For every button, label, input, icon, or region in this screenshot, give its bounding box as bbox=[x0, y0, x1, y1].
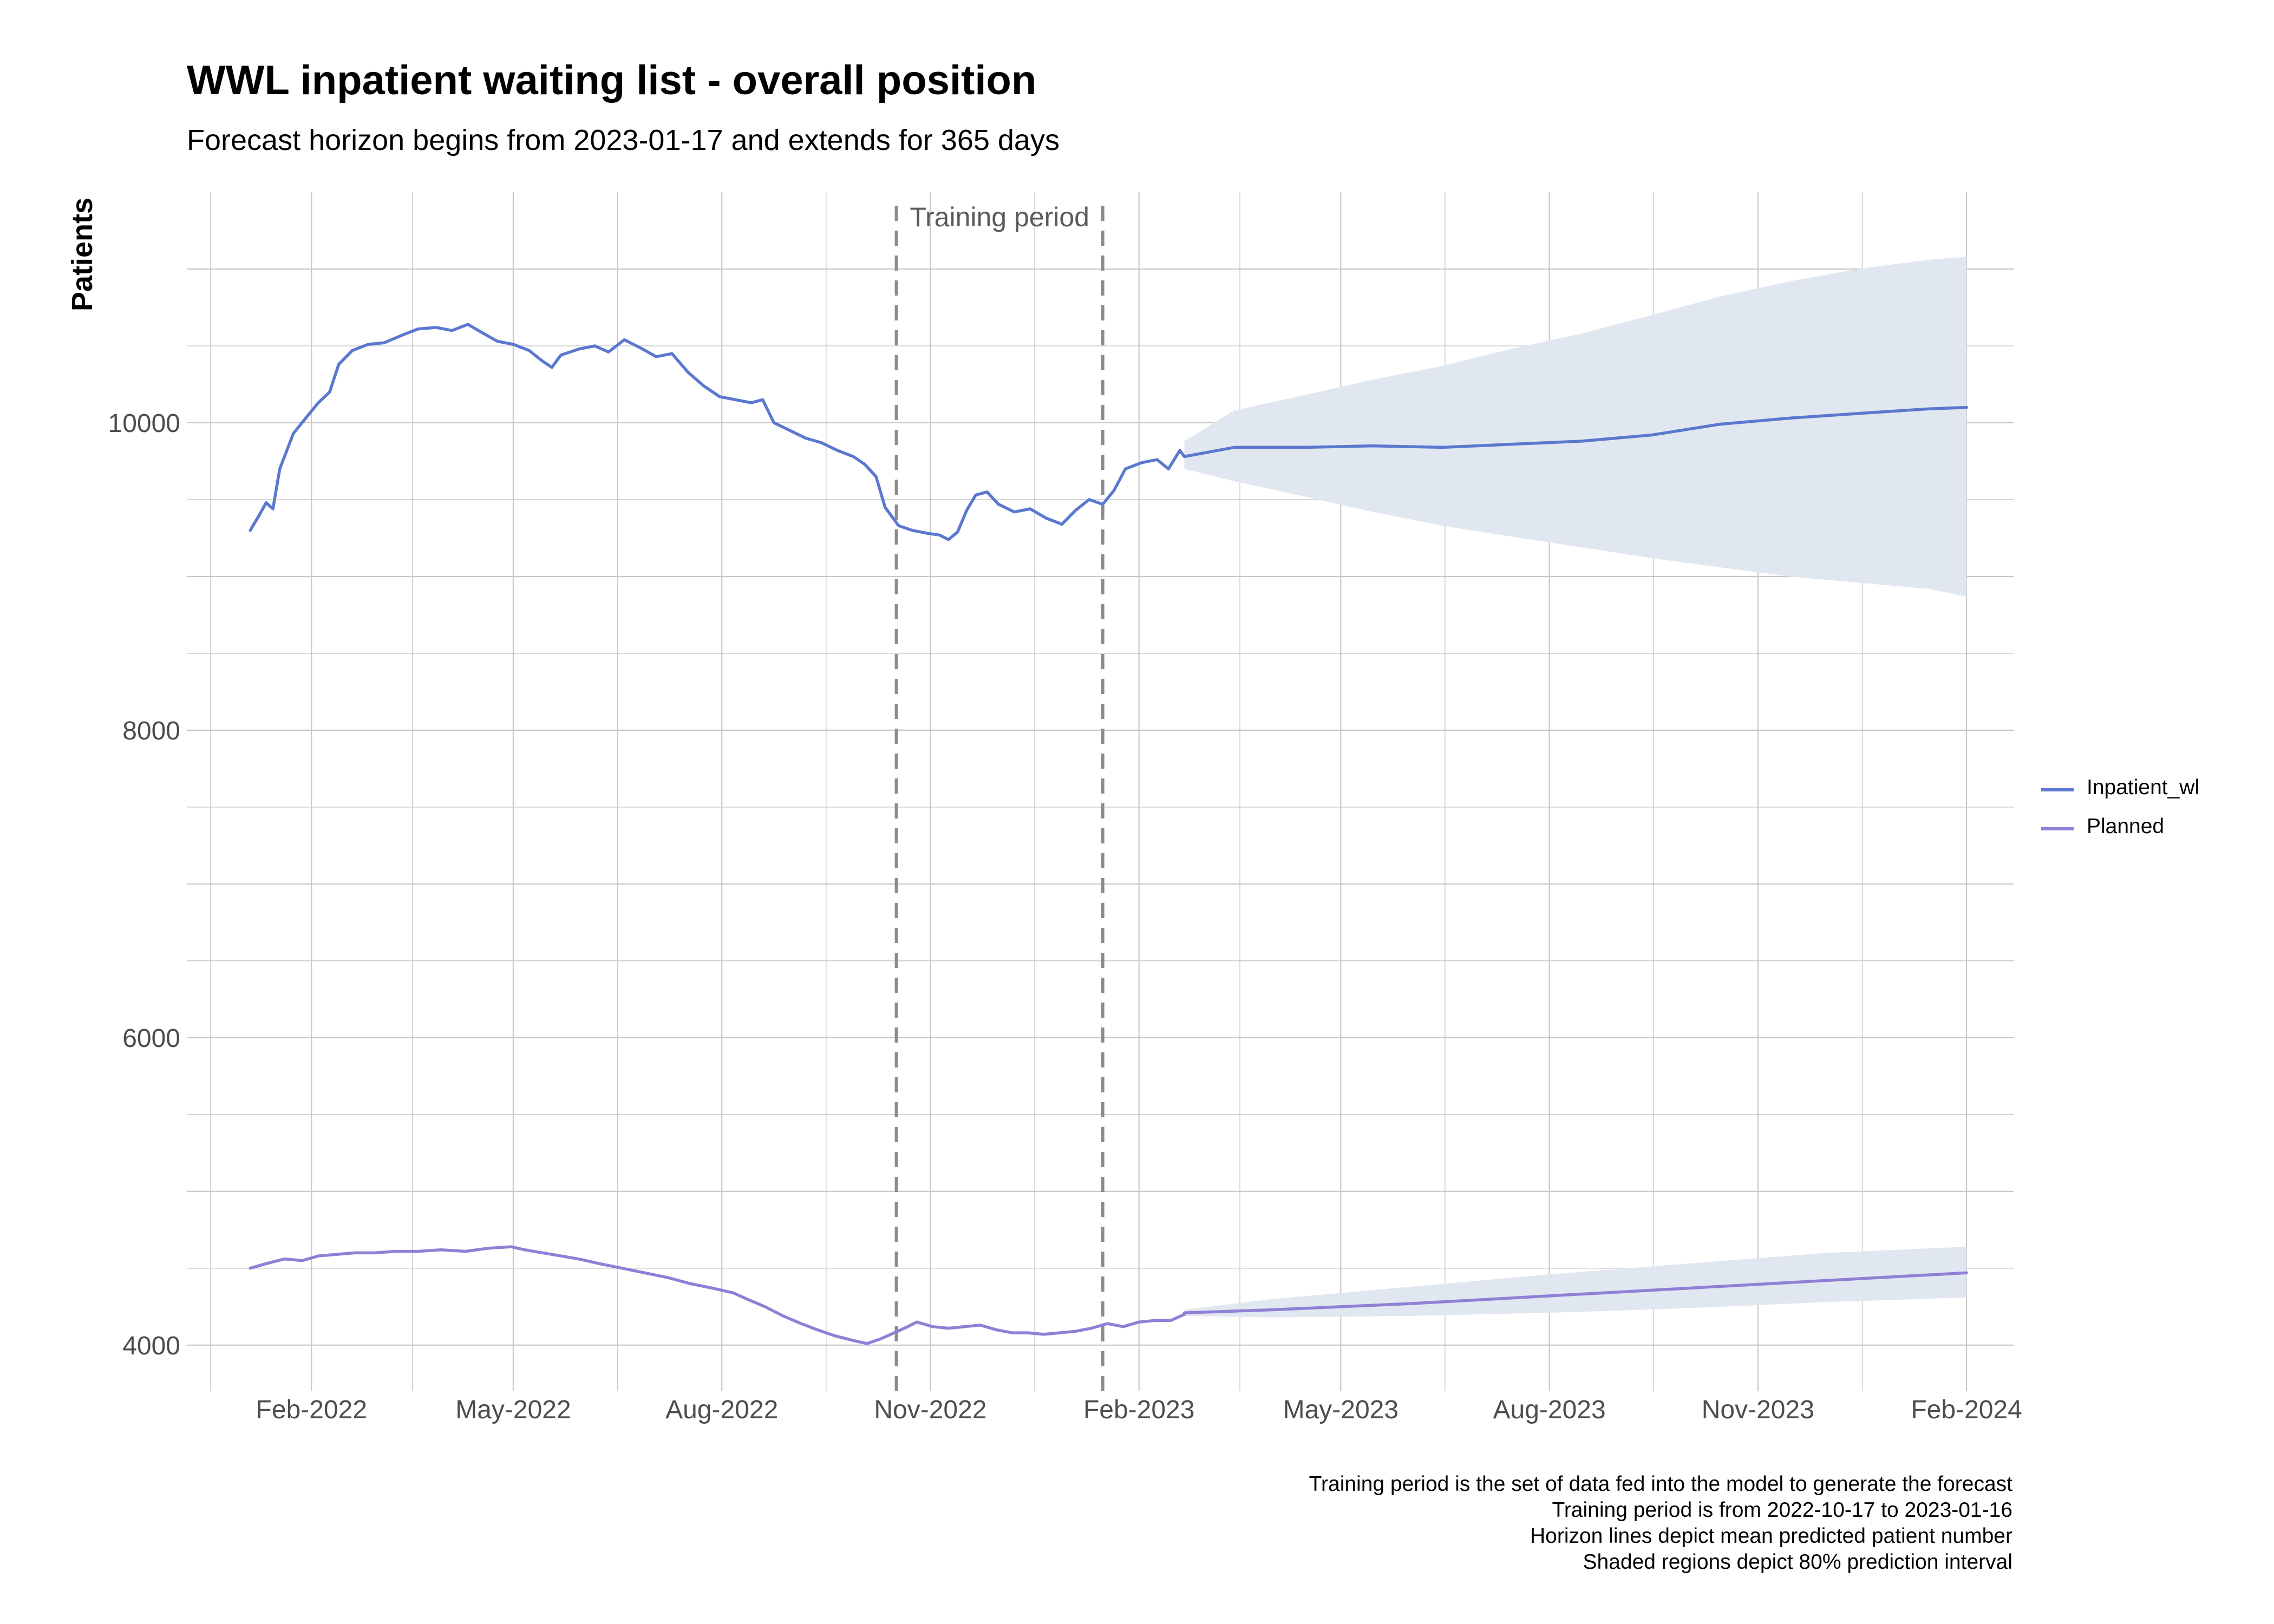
prediction-intervals bbox=[1184, 257, 1967, 1318]
y-tick-label: 6000 bbox=[122, 1024, 180, 1053]
series-line bbox=[249, 323, 1186, 541]
y-tick-label: 8000 bbox=[122, 717, 180, 745]
forecast-line bbox=[1182, 1271, 1968, 1314]
x-tick-label: May-2023 bbox=[1283, 1396, 1399, 1424]
legend-label-planned: Planned bbox=[2087, 815, 2165, 838]
x-tick-label: Feb-2024 bbox=[1911, 1396, 2022, 1424]
legend-swatch-planned bbox=[2041, 827, 2074, 830]
x-tick-label: May-2022 bbox=[455, 1396, 571, 1424]
legend-label-inpatient: Inpatient_wl bbox=[2087, 776, 2200, 799]
chart-title: WWL inpatient waiting list - overall pos… bbox=[187, 57, 1037, 103]
forecast-line bbox=[1182, 405, 1968, 459]
x-tick-label: Aug-2023 bbox=[1493, 1396, 1606, 1424]
axis-labels: Feb-2022 May-2022 Aug-2022 Nov-2022 Feb-2023… bbox=[66, 198, 2022, 1424]
annotations: Training period bbox=[910, 202, 1089, 232]
x-tick-label: Nov-2022 bbox=[874, 1396, 986, 1424]
caption-line: Training period is the set of data fed i… bbox=[1309, 1472, 2012, 1496]
y-tick-label: 10000 bbox=[108, 409, 180, 438]
training-period-label: Training period bbox=[910, 202, 1089, 232]
series-lines bbox=[249, 323, 1968, 1345]
legend-swatch-inpatient bbox=[2041, 788, 2074, 791]
prediction-interval-band bbox=[1184, 257, 1967, 597]
prediction-interval-band bbox=[1184, 1247, 1967, 1318]
x-tick-label: Feb-2022 bbox=[256, 1396, 367, 1424]
x-tick-label: Feb-2023 bbox=[1083, 1396, 1194, 1424]
chart-subtitle: Forecast horizon begins from 2023-01-17 … bbox=[187, 124, 1060, 156]
caption-line: Training period is from 2022-10-17 to 20… bbox=[1552, 1498, 2012, 1522]
series-line bbox=[249, 1245, 1186, 1345]
y-axis-title: Patients bbox=[66, 198, 99, 311]
chart-caption: Training period is the set of data fed i… bbox=[1309, 1471, 2012, 1575]
x-tick-label: Nov-2023 bbox=[1702, 1396, 1814, 1424]
caption-line: Shaded regions depict 80% prediction int… bbox=[1583, 1550, 2012, 1574]
training-period-lines bbox=[894, 206, 1105, 1391]
x-tick-label: Aug-2022 bbox=[665, 1396, 778, 1424]
caption-line: Horizon lines depict mean predicted pati… bbox=[1530, 1524, 2012, 1548]
y-tick-label: 4000 bbox=[122, 1332, 180, 1360]
